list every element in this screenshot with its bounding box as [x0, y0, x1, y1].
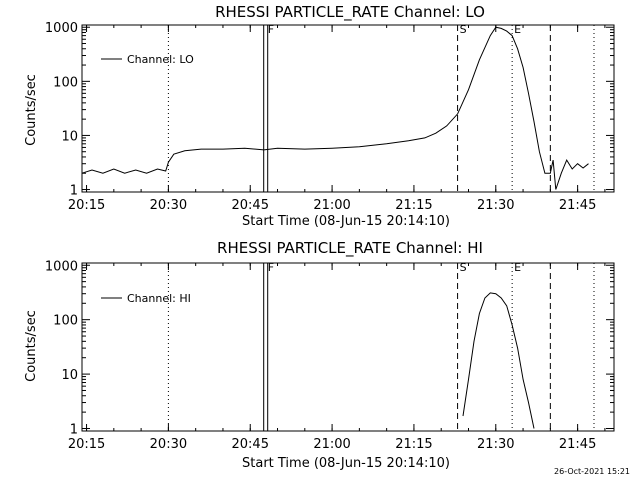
y-axis-label: Counts/sec	[24, 74, 39, 146]
y-axis-label: Counts/sec	[24, 310, 39, 382]
y-tick-label: 100	[53, 75, 78, 90]
y-tick-label: 10	[61, 129, 78, 144]
x-tick-label: 21:00	[313, 437, 350, 452]
x-tick-label: 21:30	[477, 198, 514, 213]
timestamp: 26-Oct-2021 15:21	[554, 467, 630, 476]
x-tick-label: 21:00	[313, 198, 350, 213]
series-line	[462, 292, 535, 429]
chart-title: RHESSI PARTICLE_RATE Channel: LO	[215, 3, 485, 22]
x-tick-label: 21:45	[559, 198, 596, 213]
y-tick-label: 1	[70, 184, 78, 199]
x-tick-label: 21:45	[559, 437, 596, 452]
x-tick-label: 20:15	[68, 437, 105, 452]
y-tick-label: 1	[70, 423, 78, 438]
series-line	[81, 26, 589, 190]
legend-label: Channel: LO	[127, 53, 194, 66]
plot-frame	[81, 262, 615, 432]
plot-frame	[81, 24, 615, 193]
x-tick-label: 21:15	[395, 437, 432, 452]
x-tick-label: 20:45	[232, 198, 269, 213]
marker-label: F	[268, 261, 274, 274]
marker-label: E	[514, 23, 521, 36]
x-tick-label: 21:30	[477, 437, 514, 452]
y-tick-label: 10	[61, 368, 78, 383]
x-tick-label: 20:30	[150, 437, 187, 452]
x-axis-label: Start Time (08-Jun-15 20:14:10)	[242, 214, 450, 229]
x-tick-label: 21:15	[395, 198, 432, 213]
y-tick-label: 100	[53, 314, 78, 329]
marker-label: F	[268, 23, 274, 36]
x-tick-label: 20:15	[68, 198, 105, 213]
y-tick-label: 1000	[45, 21, 78, 36]
x-tick-label: 20:30	[150, 198, 187, 213]
lo-channel-panel: RHESSI PARTICLE_RATE Channel: LO Start T…	[24, 3, 615, 229]
marker-label: S	[460, 261, 467, 274]
marker-label: S	[460, 23, 467, 36]
marker-label: E	[514, 261, 521, 274]
chart-title: RHESSI PARTICLE_RATE Channel: HI	[217, 239, 483, 258]
hi-channel-panel: RHESSI PARTICLE_RATE Channel: HI Start T…	[24, 239, 615, 471]
legend-label: Channel: HI	[127, 292, 191, 305]
x-tick-label: 20:45	[232, 437, 269, 452]
y-tick-label: 1000	[45, 259, 78, 274]
x-axis-label: Start Time (08-Jun-15 20:14:10)	[242, 456, 450, 471]
